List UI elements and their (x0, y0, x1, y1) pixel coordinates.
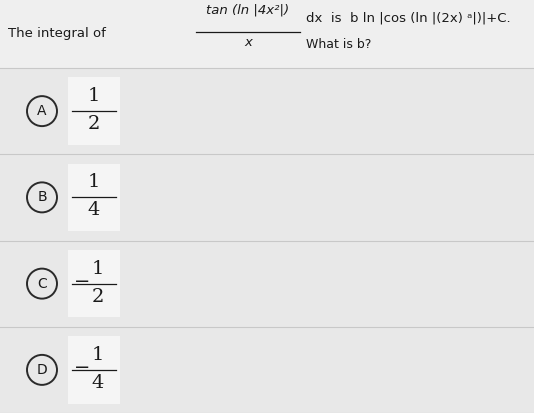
Text: −: − (74, 359, 90, 377)
Text: 2: 2 (92, 287, 104, 306)
Text: 1: 1 (92, 346, 104, 364)
Text: B: B (37, 190, 47, 204)
FancyBboxPatch shape (0, 240, 534, 327)
Text: D: D (37, 363, 48, 377)
Text: 1: 1 (88, 87, 100, 105)
FancyBboxPatch shape (0, 327, 534, 413)
Text: dx  is  b ln |cos (ln |(2x) ᵃ|)|+C.: dx is b ln |cos (ln |(2x) ᵃ|)|+C. (306, 11, 511, 24)
Text: 4: 4 (88, 202, 100, 219)
Text: 1: 1 (88, 173, 100, 191)
Text: What is b?: What is b? (306, 38, 371, 51)
FancyBboxPatch shape (68, 164, 120, 231)
Text: x: x (244, 36, 252, 49)
FancyBboxPatch shape (0, 154, 534, 240)
FancyBboxPatch shape (0, 68, 534, 154)
Text: 2: 2 (88, 115, 100, 133)
FancyBboxPatch shape (0, 0, 534, 68)
Text: 1: 1 (92, 260, 104, 278)
FancyBboxPatch shape (68, 78, 120, 145)
Text: C: C (37, 277, 47, 291)
Text: 4: 4 (92, 374, 104, 392)
Text: A: A (37, 104, 47, 118)
FancyBboxPatch shape (68, 250, 120, 317)
Text: The integral of: The integral of (8, 28, 106, 40)
FancyBboxPatch shape (68, 336, 120, 404)
Text: tan (ln |4x²|): tan (ln |4x²|) (207, 3, 289, 16)
Text: −: − (74, 273, 90, 291)
